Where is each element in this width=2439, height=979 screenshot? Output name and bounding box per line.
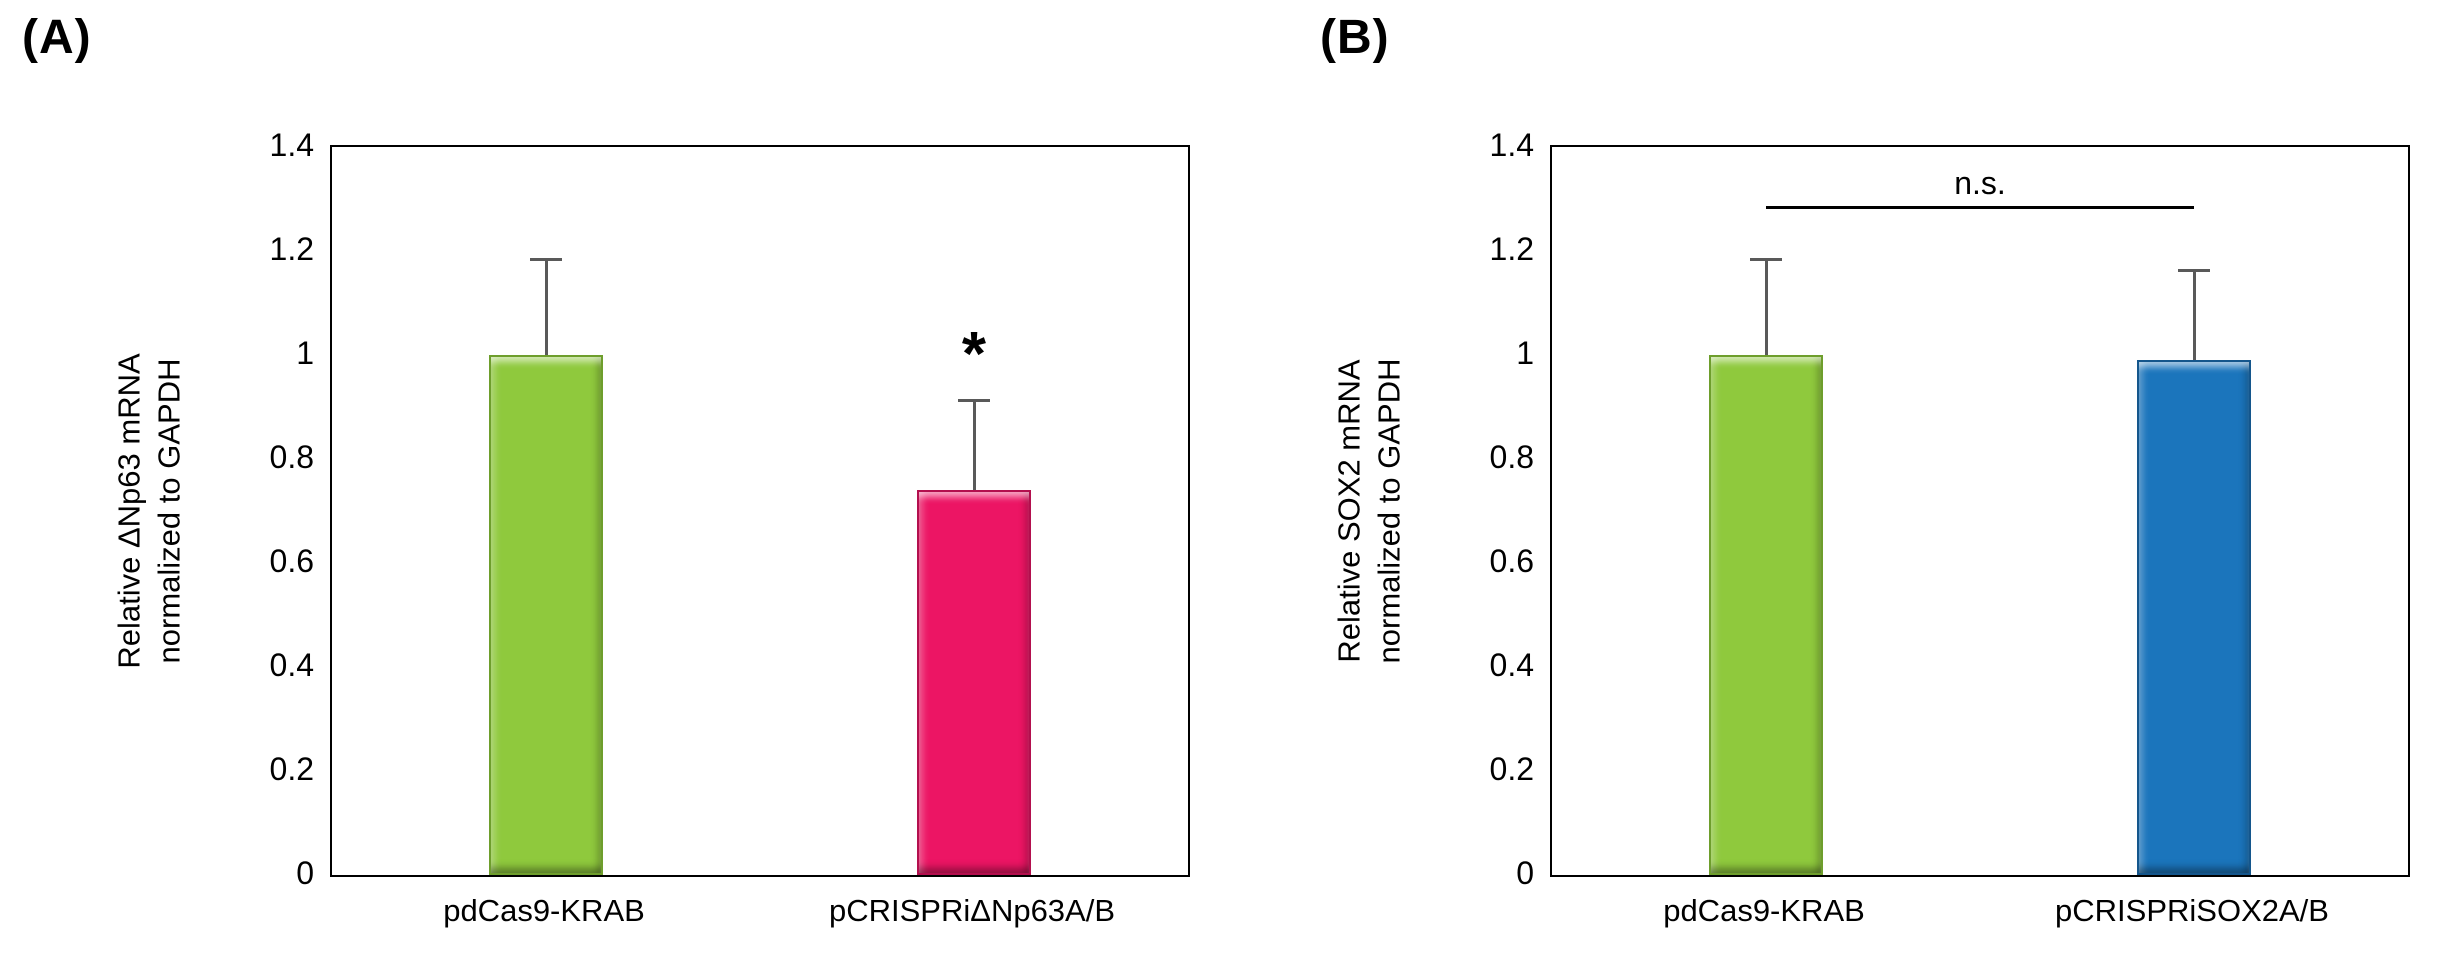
y-tick-label: 1.2 [1489, 231, 1534, 267]
x-category-label: pCRISPRiSOX2A/B [2055, 893, 2329, 928]
y-tick-label: 0 [1516, 855, 1534, 891]
bar [2137, 360, 2251, 875]
panel-B: (B) Relative SOX2 mRNA normalized to GAP… [1220, 0, 2439, 979]
y-tick-label: 0.4 [1489, 647, 1534, 683]
y-tick-label: 0 [296, 855, 314, 891]
panel-label: (B) [1320, 11, 1390, 64]
ns-label: n.s. [1954, 165, 2006, 202]
error-bar-cap [958, 398, 990, 402]
y-axis-ticks: 0 0.2 0.4 0.6 0.8 1 1.2 1.4 [1220, 129, 1534, 889]
bar [489, 355, 603, 875]
error-bar-whisker [2192, 271, 2196, 361]
y-tick-label: 0.8 [269, 439, 314, 475]
y-tick-label: 1 [1516, 335, 1534, 371]
y-tick-label: 0.2 [269, 751, 314, 787]
plot-area: n.s. [1550, 145, 2410, 877]
significance-star: * [961, 320, 987, 390]
bar [917, 490, 1031, 875]
panel-A: (A) Relative ΔNp63 mRNA normalized to GA… [0, 0, 1219, 979]
error-bar-cap [2178, 268, 2210, 272]
y-tick-label: 0.2 [1489, 751, 1534, 787]
error-bar-whisker [972, 401, 976, 491]
x-category-label: pdCas9-KRAB [1663, 893, 1865, 928]
y-tick-label: 1 [296, 335, 314, 371]
bar [1709, 355, 1823, 875]
y-axis-ticks: 0 0.2 0.4 0.6 0.8 1 1.2 1.4 [0, 129, 314, 889]
y-tick-label: 0.4 [269, 647, 314, 683]
x-category-label: pdCas9-KRAB [443, 893, 645, 928]
y-tick-label: 1.2 [269, 231, 314, 267]
plot-area: * [330, 145, 1190, 877]
y-tick-label: 0.8 [1489, 439, 1534, 475]
error-bar-cap [1750, 258, 1782, 262]
x-category-label: pCRISPRiΔNp63A/B [828, 893, 1116, 928]
y-tick-label: 1.4 [1489, 127, 1534, 163]
error-bar-whisker [544, 261, 548, 355]
y-tick-label: 0.6 [1489, 543, 1534, 579]
ns-bracket-line [1766, 206, 2194, 210]
error-bar-whisker [1764, 261, 1768, 355]
panel-label: (A) [22, 11, 92, 64]
y-tick-label: 1.4 [269, 127, 314, 163]
error-bar-cap [530, 258, 562, 262]
y-tick-label: 0.6 [269, 543, 314, 579]
